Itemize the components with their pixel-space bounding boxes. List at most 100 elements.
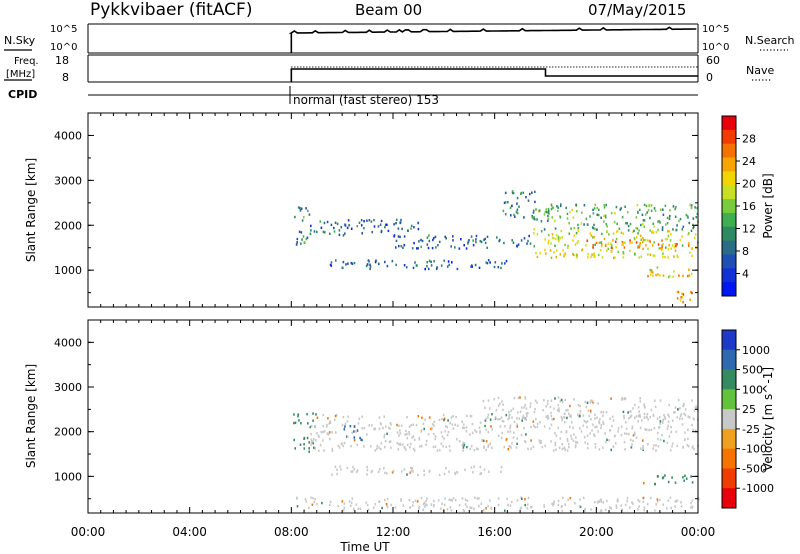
echo-cell — [590, 411, 592, 414]
echo-cell — [662, 274, 665, 277]
echo-cell — [502, 420, 505, 423]
echo-cell — [633, 416, 636, 419]
echo-cell — [403, 244, 406, 247]
echo-cell — [621, 243, 623, 246]
echo-cell — [674, 249, 677, 252]
echo-cell — [564, 421, 566, 424]
echo-cell — [684, 414, 687, 417]
echo-cell — [553, 251, 555, 254]
echo-cell — [659, 420, 662, 423]
echo-cell — [434, 437, 437, 441]
echo-cell — [647, 209, 650, 212]
x-tick-label: 00:00 — [71, 525, 106, 539]
echo-cell — [544, 210, 547, 214]
colorbar-tick-label: -100 — [742, 443, 767, 456]
echo-cell — [480, 472, 482, 475]
echo-cell — [443, 259, 445, 262]
echo-cell — [360, 224, 363, 227]
echo-cell — [309, 232, 312, 235]
echo-cell — [311, 440, 314, 443]
echo-cell — [316, 432, 318, 435]
echo-cell — [428, 234, 430, 237]
echo-cell — [491, 446, 493, 450]
echo-cell — [573, 433, 575, 436]
echo-cell — [600, 509, 603, 512]
echo-cell — [600, 500, 603, 503]
echo-cell — [533, 232, 535, 235]
echo-cell — [523, 416, 525, 420]
echo-cell — [674, 243, 677, 246]
cpid-text: normal (fast stereo) 153 — [293, 93, 439, 107]
echo-cell — [463, 426, 465, 430]
echo-cell — [550, 203, 553, 206]
echo-cell — [417, 473, 419, 477]
echo-cell — [516, 202, 518, 205]
echo-cell — [509, 430, 512, 433]
echo-cell — [331, 473, 333, 476]
echo-cell — [653, 207, 656, 210]
echo-cell — [458, 440, 461, 443]
echo-cell — [527, 199, 530, 202]
echo-cell — [632, 439, 634, 443]
echo-cell — [582, 414, 585, 417]
echo-cell — [692, 428, 695, 432]
echo-cell — [629, 222, 632, 226]
echo-cell — [690, 475, 692, 478]
echo-cell — [356, 429, 359, 432]
echo-cell — [522, 414, 525, 418]
echo-cell — [346, 420, 349, 423]
echo-cell — [539, 252, 541, 255]
echo-cell — [399, 221, 402, 224]
echo-cell — [347, 262, 349, 265]
echo-cell — [606, 499, 608, 503]
echo-cell — [589, 432, 591, 435]
echo-cell — [398, 434, 400, 437]
echo-cell — [691, 399, 693, 402]
echo-cell — [408, 499, 411, 502]
echo-cell — [432, 238, 434, 242]
echo-cell — [449, 422, 451, 425]
echo-cell — [520, 506, 522, 509]
echo-cell — [685, 213, 688, 217]
echo-cell — [448, 445, 451, 448]
echo-cell — [381, 506, 383, 510]
echo-cell — [634, 433, 636, 436]
echo-cell — [687, 415, 689, 418]
echo-cell — [604, 432, 606, 435]
echo-cell — [412, 470, 414, 473]
echo-cell — [335, 431, 337, 434]
echo-cell — [576, 241, 579, 245]
echo-cell — [657, 220, 659, 223]
echo-cell — [493, 398, 496, 401]
echo-cell — [688, 268, 690, 271]
echo-cell — [293, 421, 295, 425]
echo-cell — [667, 248, 670, 251]
echo-cell — [666, 441, 669, 444]
echo-cell — [690, 506, 692, 509]
echo-cell — [507, 448, 510, 451]
echo-cell — [575, 203, 577, 206]
echo-cell — [664, 204, 667, 207]
echo-cell — [593, 223, 595, 227]
echo-cell — [665, 223, 667, 226]
echo-cell — [696, 406, 698, 410]
echo-cell — [531, 216, 534, 219]
echo-cell — [554, 244, 556, 247]
echo-cell — [448, 263, 450, 267]
echo-cell — [535, 208, 537, 211]
echo-cell — [378, 416, 381, 419]
echo-cell — [443, 472, 446, 476]
echo-cell — [681, 228, 684, 231]
echo-cell — [516, 417, 518, 420]
echo-cell — [301, 219, 304, 222]
echo-cell — [514, 215, 516, 218]
echo-cell — [643, 203, 646, 206]
echo-cell — [610, 507, 613, 510]
echo-cell — [584, 441, 586, 444]
echo-cell — [629, 241, 631, 245]
echo-cell — [384, 445, 386, 449]
colorbar-tick-label: 4 — [742, 268, 749, 281]
echo-cell — [312, 438, 315, 441]
